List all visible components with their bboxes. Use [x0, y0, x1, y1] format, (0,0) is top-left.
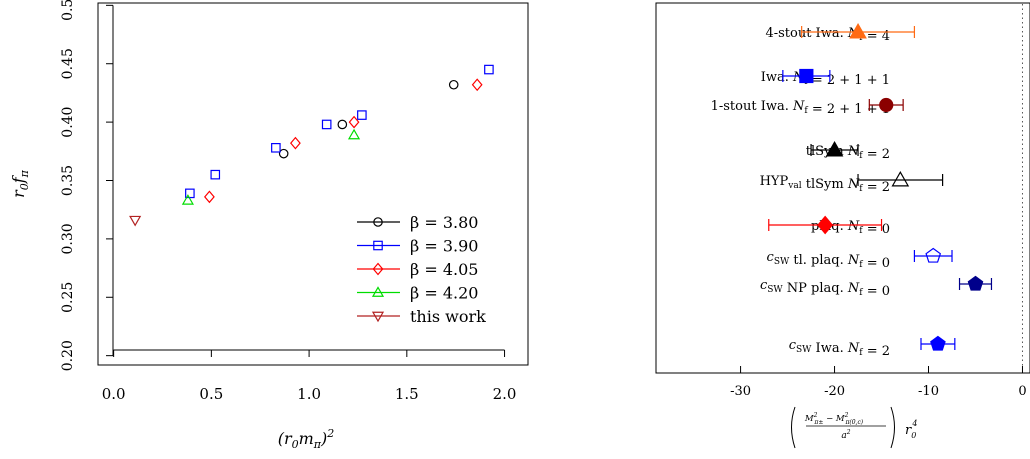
data-point [799, 68, 814, 84]
y-tick-label: 0.40 [60, 107, 76, 138]
data-point [879, 97, 894, 113]
row-label: tlSym Nf = 2 [806, 144, 890, 162]
left-x-axis-label: (r0mπ)2 [278, 427, 335, 451]
svg-text:r04: r04 [905, 419, 917, 440]
legend-label: β = 3.90 [410, 237, 478, 256]
right-chart: -30 -20 -10 0 4-stout Iwa. Nf = 4 Iwa. Nf = … [655, 2, 1030, 449]
left-x-axis: 0.0 0.5 1.0 1.5 2.0 [102, 349, 517, 403]
data-point [849, 22, 867, 39]
legend-marker [373, 240, 383, 251]
left-chart: 0.0 0.5 1.0 1.5 2.0 0.20 0.25 0.30 0.35 0.40 0.45… [9, 0, 529, 451]
x-tick-label: -10 [918, 384, 939, 399]
left-y-axis: 0.20 0.25 0.30 0.35 0.40 0.45 0.50 [60, 0, 114, 371]
data-point [129, 215, 142, 227]
data-point [448, 79, 459, 90]
y-tick-label: 0.30 [60, 223, 76, 254]
data-point [817, 215, 834, 235]
x-tick-label: 1.5 [395, 385, 419, 403]
data-point [321, 119, 332, 130]
y-tick-label: 0.45 [60, 48, 76, 79]
row-label: HYPval tlSym Nf = 2 [760, 174, 890, 195]
data-point [357, 110, 367, 120]
x-tick-label: -20 [824, 384, 845, 399]
right-x-axis: -30 -20 -10 0 [730, 366, 1027, 399]
row-label: 4-stout Iwa. Nf = 4 [765, 26, 890, 44]
svg-text:(r0mπ)2: (r0mπ)2 [278, 427, 335, 451]
y-tick-label: 0.35 [60, 165, 76, 196]
legend-label: β = 4.20 [410, 284, 478, 303]
right-data-points [768, 22, 993, 351]
data-point [967, 275, 984, 291]
error-bar [913, 250, 953, 262]
right-x-axis-label: M2 π± − M2 π(0,c) a2 r04 [791, 406, 917, 449]
left-plot-frame [97, 2, 529, 366]
row-label: cSW tl. plaq. Nf = 0 [767, 250, 890, 271]
data-point [337, 119, 348, 130]
data-point [484, 64, 494, 75]
legend-label: this work [410, 307, 486, 326]
legend-marker [371, 311, 385, 323]
data-point [930, 335, 946, 351]
data-point [347, 128, 361, 140]
legend-label: β = 3.80 [410, 213, 478, 232]
data-point [278, 148, 289, 159]
x-tick-label: 2.0 [493, 385, 517, 403]
x-tick-label: 0 [1018, 384, 1026, 399]
data-point [210, 169, 221, 180]
row-label: cSW Iwa. Nf = 2 [789, 338, 890, 359]
legend-label: β = 4.05 [410, 260, 478, 279]
x-tick-label: 1.0 [297, 385, 321, 403]
legend-marker [371, 286, 385, 297]
svg-text:a2: a2 [841, 429, 850, 441]
data-point [925, 247, 942, 263]
legend-marker [373, 217, 383, 227]
left-y-axis-label: r0fπ [9, 169, 31, 198]
data-point [825, 140, 844, 157]
x-tick-label: -30 [730, 384, 751, 399]
legend: β = 3.80 β = 3.90 β = 4.05 β = 4.20 this wor… [357, 213, 486, 326]
y-tick-label: 0.20 [60, 340, 76, 371]
left-data-points [129, 64, 494, 227]
row-label: cSW NP plaq. Nf = 0 [760, 278, 890, 299]
right-plot-frame [655, 2, 1030, 374]
row-labels: 4-stout Iwa. Nf = 4 Iwa. Nf = 2 + 1 + 1 1-… [711, 26, 890, 359]
y-tick-label: 0.25 [60, 282, 76, 313]
svg-text:r0fπ: r0fπ [9, 169, 31, 198]
legend-marker [372, 262, 384, 276]
data-point [204, 190, 215, 204]
x-tick-label: 0.0 [102, 385, 126, 403]
data-point [471, 78, 483, 92]
data-point [290, 136, 301, 150]
row-label: 1-stout Iwa. Nf = 2 + 1 + 1 [711, 99, 890, 117]
row-label: Iwa. Nf = 2 + 1 + 1 [761, 70, 890, 88]
data-point [348, 115, 360, 129]
error-bar [857, 174, 944, 186]
data-point [181, 194, 194, 205]
data-point [891, 170, 910, 187]
x-tick-label: 0.5 [199, 385, 223, 403]
svg-text:M2π± − M2π(0,c): M2 π± − M2 π(0,c) [804, 412, 864, 426]
y-tick-label: 0.50 [60, 0, 76, 21]
data-point [271, 143, 281, 153]
